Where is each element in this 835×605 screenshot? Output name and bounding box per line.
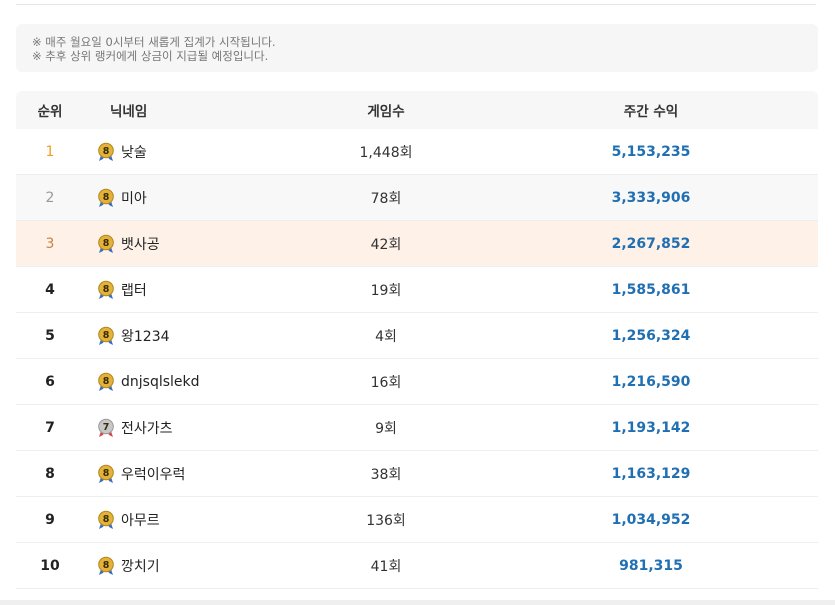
table-row: 10 8 깡치기 41회 981,315 — [16, 543, 818, 589]
divider — [16, 4, 816, 5]
earnings-cell: 2,267,852 — [611, 235, 691, 252]
rank-cell: 6 — [45, 373, 55, 390]
rank-cell: 9 — [45, 511, 55, 528]
svg-text:8: 8 — [103, 376, 110, 387]
nickname-cell: 8 아무르 — [96, 497, 346, 542]
nickname-text: 전사가츠 — [121, 420, 173, 437]
svg-text:8: 8 — [103, 560, 110, 571]
svg-text:8: 8 — [103, 330, 110, 341]
svg-text:7: 7 — [103, 422, 110, 433]
header-nickname: 닉네임 — [110, 104, 148, 120]
nickname-cell: 8 랩터 — [96, 267, 346, 312]
level-medal-icon: 8 — [98, 142, 114, 161]
rank-cell: 3 — [45, 235, 55, 252]
header-games: 게임수 — [367, 104, 405, 120]
earnings-cell: 1,193,142 — [611, 419, 691, 436]
games-cell: 4회 — [375, 328, 397, 345]
level-medal-icon: 8 — [98, 326, 114, 345]
games-cell: 1,448회 — [359, 144, 413, 161]
level-medal-icon: 8 — [98, 280, 114, 299]
level-medal-icon: 8 — [98, 372, 114, 391]
notice-box: ※ 매주 월요일 0시부터 새롭게 집계가 시작됩니다. ※ 추후 상위 랭커에… — [16, 24, 818, 72]
header-rank: 순위 — [37, 104, 63, 120]
earnings-cell: 1,163,129 — [611, 465, 691, 482]
earnings-cell: 1,216,590 — [611, 373, 691, 390]
svg-text:8: 8 — [103, 284, 110, 295]
nickname-cell: 8 깡치기 — [96, 543, 346, 588]
level-medal-icon: 8 — [98, 234, 114, 253]
svg-text:8: 8 — [103, 468, 110, 479]
rank-cell: 10 — [40, 557, 60, 574]
level-medal-icon: 8 — [98, 188, 114, 207]
games-cell: 42회 — [370, 236, 402, 253]
nickname-text: dnjsqlslekd — [121, 373, 200, 390]
level-medal-icon: 8 — [98, 556, 114, 575]
earnings-cell: 981,315 — [619, 557, 683, 574]
svg-text:8: 8 — [103, 238, 110, 249]
svg-text:8: 8 — [103, 146, 110, 157]
rank-cell: 2 — [45, 189, 55, 206]
nickname-cell: 8 뱃사공 — [96, 221, 346, 266]
earnings-cell: 3,333,906 — [611, 189, 691, 206]
table-header: 순위 닉네임 게임수 주간 수익 — [16, 91, 818, 129]
table-row: 9 8 아무르 136회 1,034,952 — [16, 497, 818, 543]
rank-cell: 7 — [45, 419, 55, 436]
rank-cell: 4 — [45, 281, 55, 298]
nickname-text: 낮술 — [121, 144, 147, 161]
games-cell: 78회 — [370, 190, 402, 207]
nickname-cell: 8 왕1234 — [96, 313, 346, 358]
table-row: 1 8 낮술 1,448회 5,153,235 — [16, 129, 818, 175]
games-cell: 136회 — [366, 512, 406, 529]
notice-line-2: ※ 추후 상위 랭커에게 상금이 지급될 예정입니다. — [32, 49, 269, 63]
nickname-text: 미아 — [121, 190, 147, 207]
nickname-text: 깡치기 — [121, 558, 160, 575]
svg-text:8: 8 — [103, 192, 110, 203]
level-medal-icon: 8 — [98, 510, 114, 529]
games-cell: 38회 — [370, 466, 402, 483]
nickname-text: 뱃사공 — [121, 236, 160, 253]
table-body: 1 8 낮술 1,448회 5,153,235 2 8 미아 78회 3,333,906 3 8 뱃사공… — [16, 129, 818, 589]
level-medal-icon: 7 — [98, 418, 114, 437]
level-medal-icon: 8 — [98, 464, 114, 483]
earnings-cell: 1,034,952 — [611, 511, 691, 528]
svg-text:8: 8 — [103, 514, 110, 525]
ranking-table: 순위 닉네임 게임수 주간 수익 1 8 낮술 1,448회 5,153,235 2 8 미아… — [16, 91, 818, 589]
divider — [0, 600, 835, 605]
table-row: 2 8 미아 78회 3,333,906 — [16, 175, 818, 221]
table-row: 7 7 전사가츠 9회 1,193,142 — [16, 405, 818, 451]
nickname-text: 왕1234 — [121, 328, 170, 345]
games-cell: 16회 — [370, 374, 402, 391]
earnings-cell: 1,256,324 — [611, 327, 691, 344]
rank-cell: 1 — [45, 143, 55, 160]
games-cell: 9회 — [375, 420, 397, 437]
rank-cell: 5 — [45, 327, 55, 344]
notice-line-1: ※ 매주 월요일 0시부터 새롭게 집계가 시작됩니다. — [32, 35, 276, 49]
games-cell: 19회 — [370, 282, 402, 299]
header-earnings: 주간 수익 — [623, 104, 679, 120]
table-row: 5 8 왕1234 4회 1,256,324 — [16, 313, 818, 359]
nickname-cell: 8 낮술 — [96, 129, 346, 174]
table-row: 8 8 우럭이우럭 38회 1,163,129 — [16, 451, 818, 497]
earnings-cell: 1,585,861 — [611, 281, 691, 298]
earnings-cell: 5,153,235 — [611, 143, 691, 160]
rank-cell: 8 — [45, 465, 55, 482]
nickname-cell: 8 dnjsqlslekd — [96, 359, 346, 404]
table-row: 3 8 뱃사공 42회 2,267,852 — [16, 221, 818, 267]
games-cell: 41회 — [370, 558, 402, 575]
table-row: 4 8 랩터 19회 1,585,861 — [16, 267, 818, 313]
nickname-text: 랩터 — [121, 282, 147, 299]
table-row: 6 8 dnjsqlslekd 16회 1,216,590 — [16, 359, 818, 405]
nickname-text: 아무르 — [121, 512, 160, 529]
nickname-cell: 8 미아 — [96, 175, 346, 220]
nickname-cell: 7 전사가츠 — [96, 405, 346, 450]
nickname-text: 우럭이우럭 — [121, 466, 186, 483]
nickname-cell: 8 우럭이우럭 — [96, 451, 346, 496]
